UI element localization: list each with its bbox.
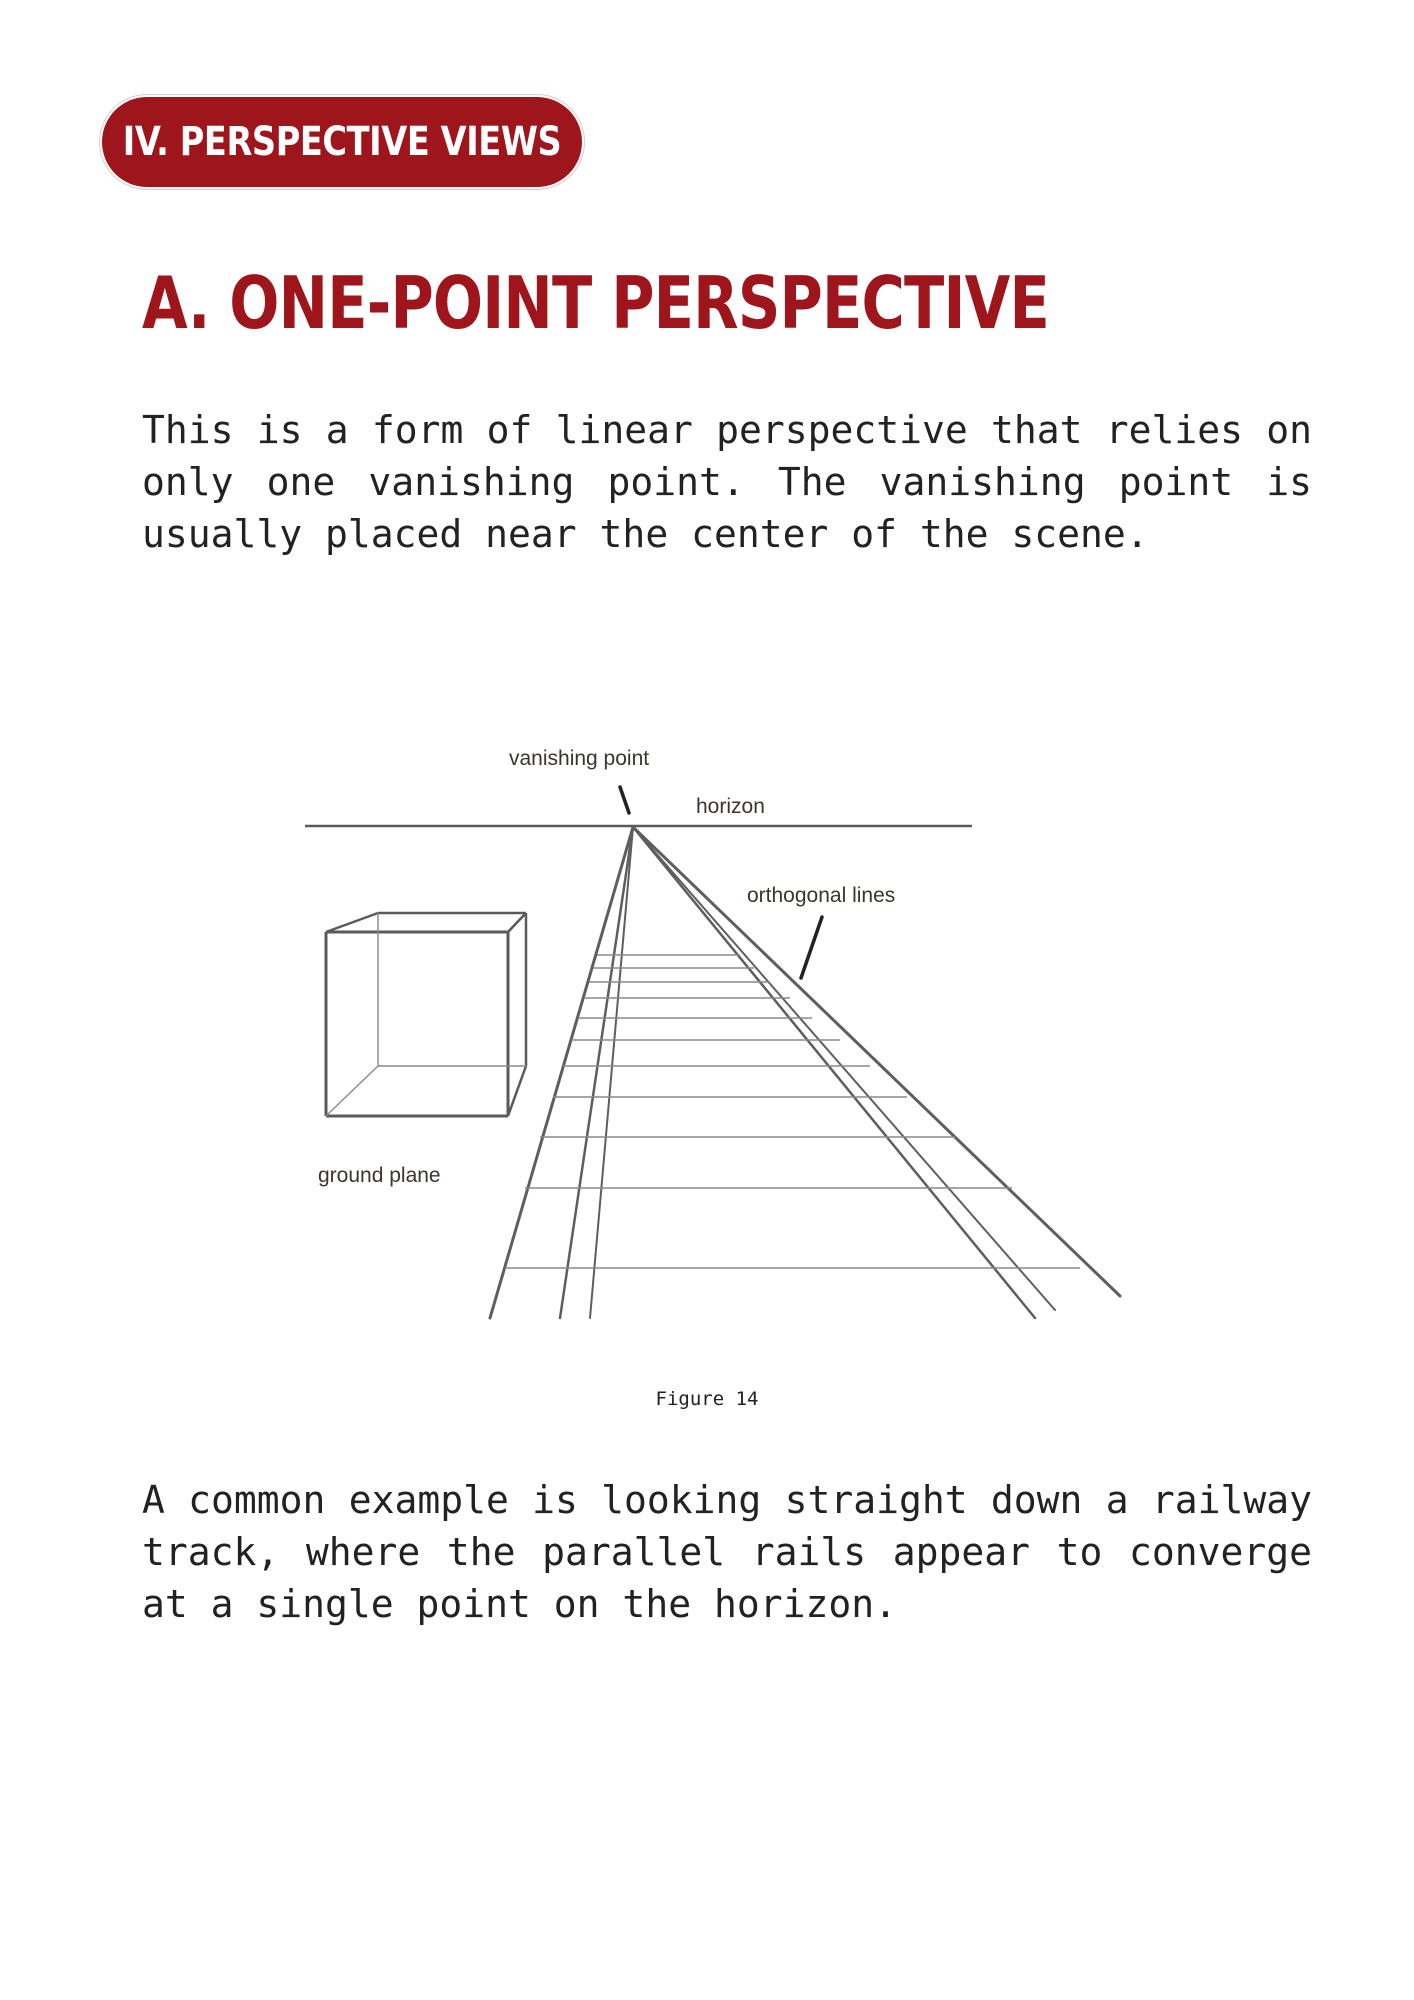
figure-caption: Figure 14 [655, 1388, 759, 1410]
orthogonal-lines-pointer [799, 915, 824, 980]
outer-left-rail [488, 825, 635, 1320]
section-badge-label: IV. PERSPECTIVE VIEWS [122, 119, 562, 165]
cube-edge [506, 1065, 528, 1117]
horizon-label: horizon [696, 795, 765, 818]
inner-left-rail-edge [589, 826, 634, 1319]
railway-track [488, 825, 1122, 1320]
perspective-figure: vanishing point horizon orthogonal lines… [290, 735, 1130, 1335]
cube-edge [325, 911, 379, 934]
inner-right-rail-edge [632, 826, 1056, 1311]
vanishing-point-pointer [618, 785, 631, 815]
inner-left-rail [558, 825, 635, 1320]
ground-plane-label: ground plane [318, 1164, 441, 1187]
cube-hidden-edge [325, 1065, 379, 1117]
outer-right-rail [631, 825, 1122, 1298]
vanishing-point-label: vanishing point [509, 747, 649, 770]
orthogonal-lines-label: orthogonal lines [747, 884, 895, 907]
perspective-illustration: vanishing point horizon orthogonal lines… [305, 747, 1122, 1320]
intro-paragraph: This is a form of linear perspective tha… [142, 408, 1312, 556]
cube-edge [507, 912, 527, 933]
cube [324, 911, 528, 1118]
example-paragraph: A common example is looking straight dow… [142, 1478, 1312, 1626]
section-badge: IV. PERSPECTIVE VIEWS [102, 97, 582, 187]
railway-sleepers [505, 954, 1080, 1269]
inner-right-rail [631, 825, 1037, 1320]
page-title: A. ONE-POINT PERSPECTIVE [142, 261, 1050, 345]
